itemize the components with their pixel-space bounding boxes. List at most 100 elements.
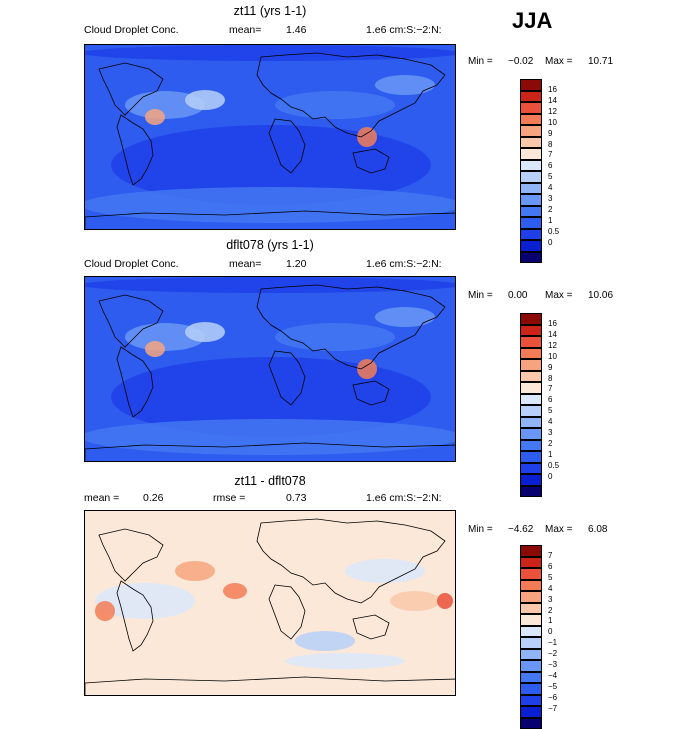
colorbar-tick-label: 1	[548, 217, 552, 225]
panel3-title: zt11 - dflt078	[84, 474, 456, 488]
colorbar-tick-label: 4	[548, 184, 552, 192]
panel1-variable: Cloud Droplet Conc.	[84, 24, 179, 36]
colorbar-tick-label: 0.5	[548, 228, 559, 236]
colorbar-tick-label: −6	[548, 694, 557, 702]
colorbar-swatch	[520, 79, 542, 91]
panel1-map	[84, 44, 456, 230]
colorbar-tick-label: 2	[548, 607, 552, 615]
panel3-max-label: Max =	[545, 524, 573, 535]
colorbar-swatch	[520, 394, 542, 406]
colorbar-tick-label: 7	[548, 552, 552, 560]
colorbar-swatch	[520, 695, 542, 707]
colorbar-tick-label: −4	[548, 672, 557, 680]
panel3-mean-label: mean =	[84, 492, 119, 504]
colorbar-swatch	[520, 474, 542, 486]
colorbar-tick-label: 2	[548, 440, 552, 448]
colorbar-swatch	[520, 580, 542, 592]
colorbar-swatch	[520, 171, 542, 183]
colorbar-swatch	[520, 649, 542, 661]
colorbar-swatch	[520, 148, 542, 160]
panel2-max-label: Max =	[545, 290, 573, 301]
colorbar-swatch	[520, 557, 542, 569]
colorbar-swatch	[520, 603, 542, 615]
panel2-units: 1.e6 cm:S:−2:N:	[366, 258, 442, 270]
colorbar-swatch	[520, 417, 542, 429]
colorbar-swatch	[520, 336, 542, 348]
colorbar-tick-label: 5	[548, 574, 552, 582]
colorbar-swatch	[520, 568, 542, 580]
colorbar-tick-label: 14	[548, 97, 557, 105]
colorbar-swatch	[520, 137, 542, 149]
panel2-max: 10.06	[588, 290, 613, 301]
colorbar-tick-label: 7	[548, 151, 552, 159]
panel2-mean: 1.20	[286, 258, 306, 270]
colorbar-tick-label: 16	[548, 320, 557, 328]
colorbar-swatch	[520, 359, 542, 371]
colorbar-tick-label: −1	[548, 639, 557, 647]
panel3-min-label: Min =	[468, 524, 493, 535]
colorbar-swatch	[520, 240, 542, 252]
colorbar-tick-label: 5	[548, 407, 552, 415]
colorbar-swatch	[520, 591, 542, 603]
colorbar-tick-label: −7	[548, 705, 557, 713]
colorbar-tick-label: 6	[548, 162, 552, 170]
colorbar-tick-label: 16	[548, 86, 557, 94]
colorbar-swatch	[520, 428, 542, 440]
colorbar-tick-label: 0.5	[548, 462, 559, 470]
colorbar-tick-label: 9	[548, 130, 552, 138]
colorbar-tick-label: 4	[548, 418, 552, 426]
colorbar-swatch	[520, 217, 542, 229]
panel2-variable: Cloud Droplet Conc.	[84, 258, 179, 270]
colorbar-swatch	[520, 371, 542, 383]
panel3-units: 1.e6 cm:S:−2:N:	[366, 492, 442, 504]
colorbar-tick-label: 4	[548, 585, 552, 593]
colorbar-tick-label: 3	[548, 596, 552, 604]
colorbar-swatch	[520, 125, 542, 137]
colorbar-tick-label: 5	[548, 173, 552, 181]
colorbar-tick-label: 10	[548, 353, 557, 361]
panel2-mean-label: mean=	[229, 258, 261, 270]
colorbar-swatch	[520, 160, 542, 172]
panel1-mean: 1.46	[286, 24, 306, 36]
panel3-mean: 0.26	[143, 492, 163, 504]
colorbar-swatch	[520, 614, 542, 626]
panel2-min: 0.00	[508, 290, 527, 301]
colorbar-swatch	[520, 706, 542, 718]
colorbar-tick-label: 6	[548, 563, 552, 571]
panel1-min: −0.02	[508, 56, 533, 67]
panel3-max: 6.08	[588, 524, 607, 535]
colorbar-swatch	[520, 194, 542, 206]
colorbar-swatch	[520, 91, 542, 103]
colorbar-swatch	[520, 718, 542, 729]
colorbar-swatch	[520, 206, 542, 218]
colorbar-swatch	[520, 683, 542, 695]
panel1-title: zt11 (yrs 1-1)	[84, 4, 456, 18]
panel1-mean-label: mean=	[229, 24, 261, 36]
colorbar-tick-label: 3	[548, 195, 552, 203]
colorbar-tick-label: 0	[548, 473, 552, 481]
colorbar-tick-label: 6	[548, 396, 552, 404]
colorbar-swatch	[520, 451, 542, 463]
colorbar-swatch	[520, 102, 542, 114]
colorbar-tick-label: 10	[548, 119, 557, 127]
panel1-max-label: Max =	[545, 56, 573, 67]
colorbar-tick-label: 0	[548, 239, 552, 247]
colorbar-swatch	[520, 252, 542, 264]
colorbar-tick-label: 7	[548, 385, 552, 393]
colorbar-swatch	[520, 672, 542, 684]
panel1-min-label: Min =	[468, 56, 493, 67]
panel3-rmse-label: rmse =	[213, 492, 245, 504]
panel3-rmse: 0.73	[286, 492, 306, 504]
colorbar-swatch	[520, 348, 542, 360]
colorbar-swatch	[520, 637, 542, 649]
colorbar-tick-label: −2	[548, 650, 557, 658]
colorbar-swatch	[520, 463, 542, 475]
colorbar-tick-label: 8	[548, 375, 552, 383]
colorbar-swatch	[520, 626, 542, 638]
colorbar-tick-label: 0	[548, 628, 552, 636]
panel3-map	[84, 510, 456, 696]
colorbar-swatch	[520, 405, 542, 417]
colorbar-swatch	[520, 313, 542, 325]
